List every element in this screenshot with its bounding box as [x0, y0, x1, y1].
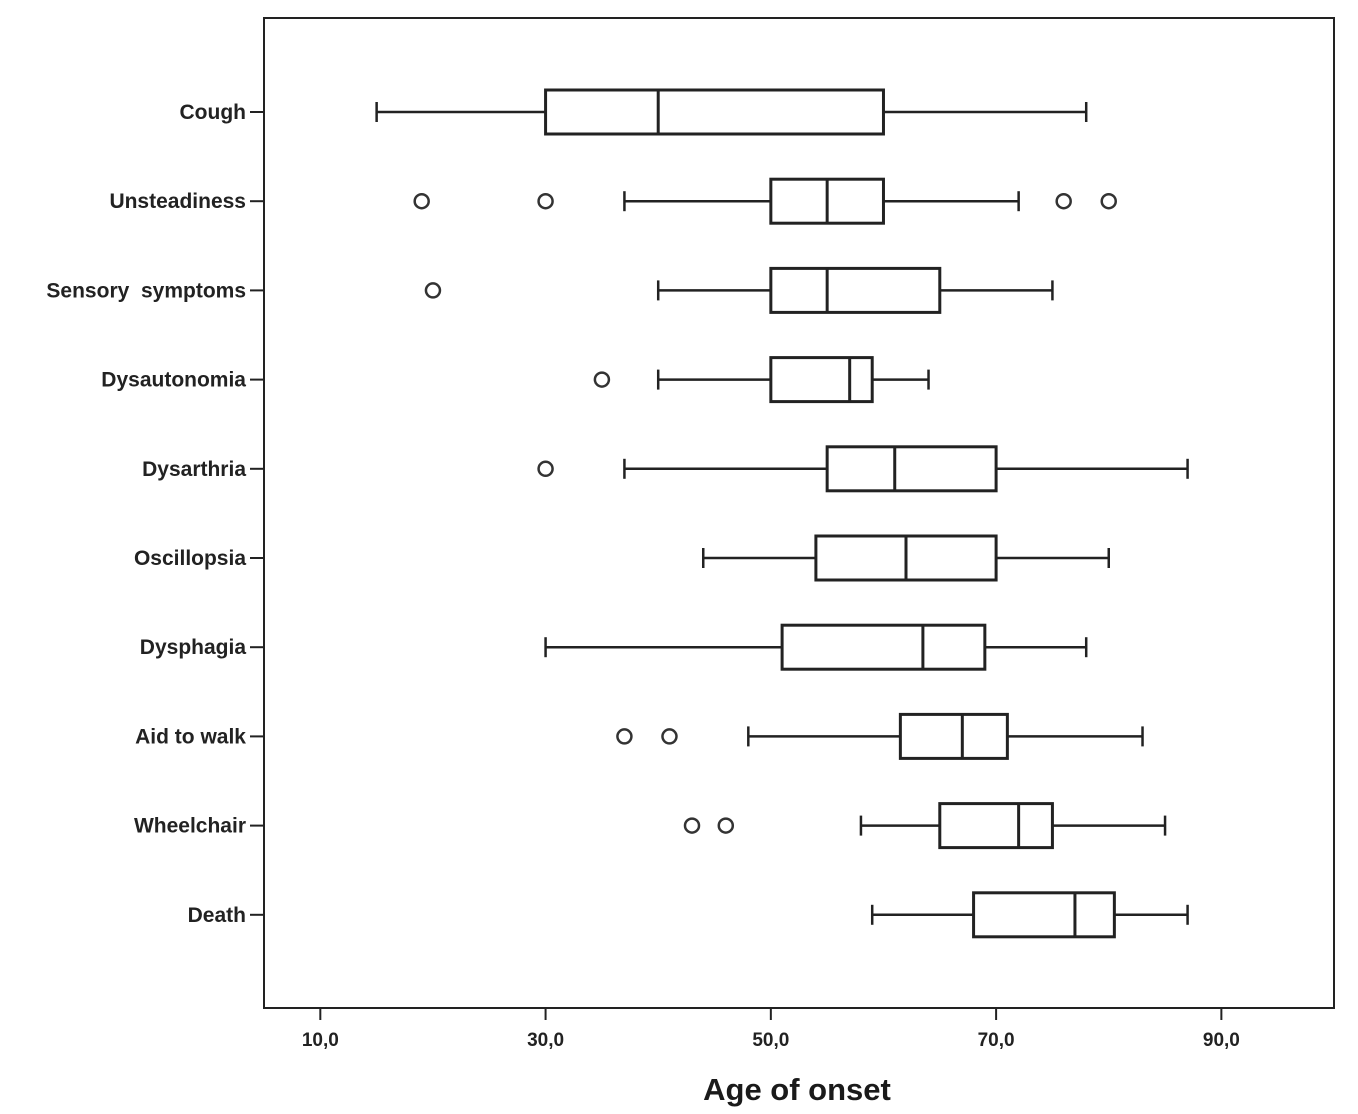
category-label-dysautonomia: Dysautonomia: [101, 369, 246, 392]
outlier-point: [616, 728, 633, 745]
plot-frame: [263, 17, 1335, 1009]
outlier-point: [717, 817, 735, 834]
box-aid-to-walk: [616, 712, 1144, 760]
outlier-point: [593, 371, 611, 388]
box-dysautonomia: [593, 356, 930, 404]
category-label-dysphagia: Dysphagia: [140, 636, 247, 659]
outlier-point: [424, 282, 442, 299]
box-iqr: [938, 802, 1054, 850]
outlier-point: [1055, 192, 1072, 210]
box-dysarthria: [537, 445, 1189, 493]
category-label-aid-to-walk: Aid to walk: [135, 725, 246, 748]
box-sensory-symptoms: [424, 266, 1054, 314]
box-dysphagia: [544, 623, 1088, 671]
x-tick-label: 70,0: [978, 1030, 1015, 1051]
category-label-sensory-symptoms: Sensory symptoms: [46, 279, 246, 302]
box-iqr: [769, 266, 942, 314]
box-iqr: [825, 445, 998, 493]
boxes-layer: [375, 88, 1189, 939]
outlier-point: [537, 192, 554, 210]
box-wheelchair: [683, 802, 1167, 850]
category-label-wheelchair: Wheelchair: [134, 815, 246, 838]
x-tick-label: 10,0: [302, 1030, 339, 1051]
outlier-point: [661, 728, 678, 745]
box-iqr: [544, 88, 885, 136]
category-label-dysarthria: Dysarthria: [142, 458, 246, 481]
box-iqr: [780, 623, 987, 671]
value-axis: 10,0 30,0 50,0 70,0 90,0: [302, 1008, 1240, 1051]
category-axis: Cough Unsteadiness Sensory symptoms Dysauto…: [46, 101, 264, 927]
x-tick-label: 50,0: [752, 1030, 789, 1051]
outlier-point: [537, 460, 554, 478]
box-death: [870, 891, 1189, 939]
x-axis-title: Age of onset: [703, 1072, 891, 1107]
outlier-point: [683, 817, 701, 834]
category-label-death: Death: [188, 904, 246, 927]
outlier-point: [413, 192, 430, 210]
box-iqr: [972, 891, 1116, 939]
box-unsteadiness: [413, 177, 1117, 225]
box-cough: [375, 88, 1088, 136]
box-iqr: [769, 356, 874, 404]
category-label-unsteadiness: Unsteadiness: [109, 190, 246, 213]
box-oscillopsia: [702, 534, 1110, 582]
box-iqr: [898, 712, 1009, 760]
x-tick-label: 30,0: [527, 1030, 564, 1051]
outlier-point: [1100, 192, 1117, 210]
category-label-cough: Cough: [180, 101, 246, 124]
x-tick-label: 90,0: [1203, 1030, 1240, 1051]
category-label-oscillopsia: Oscillopsia: [134, 547, 246, 570]
